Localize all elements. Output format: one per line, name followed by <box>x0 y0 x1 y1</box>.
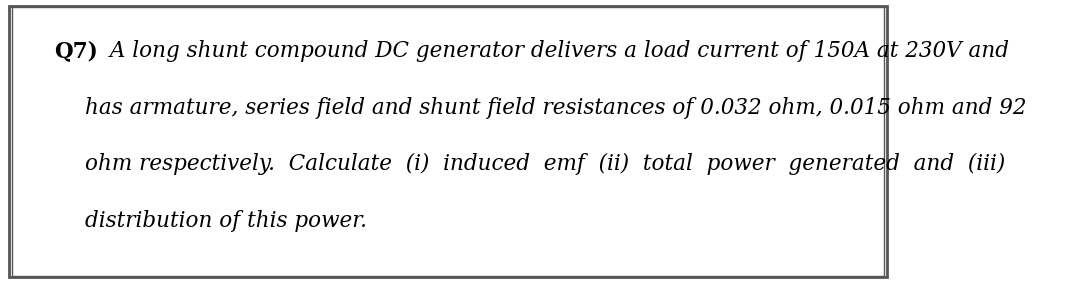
Text: ohm respectively.  Calculate  (i)  induced  emf  (ii)  total  power  generated  : ohm respectively. Calculate (i) induced … <box>85 153 1005 175</box>
Text: A long shunt compound DC generator delivers a load current of 150A at 230V and: A long shunt compound DC generator deliv… <box>103 40 1009 62</box>
Text: has armature, series field and shunt field resistances of 0.032 ohm, 0.015 ohm a: has armature, series field and shunt fie… <box>85 97 1027 119</box>
Text: Q7): Q7) <box>54 40 97 62</box>
Text: distribution of this power.: distribution of this power. <box>85 210 367 232</box>
